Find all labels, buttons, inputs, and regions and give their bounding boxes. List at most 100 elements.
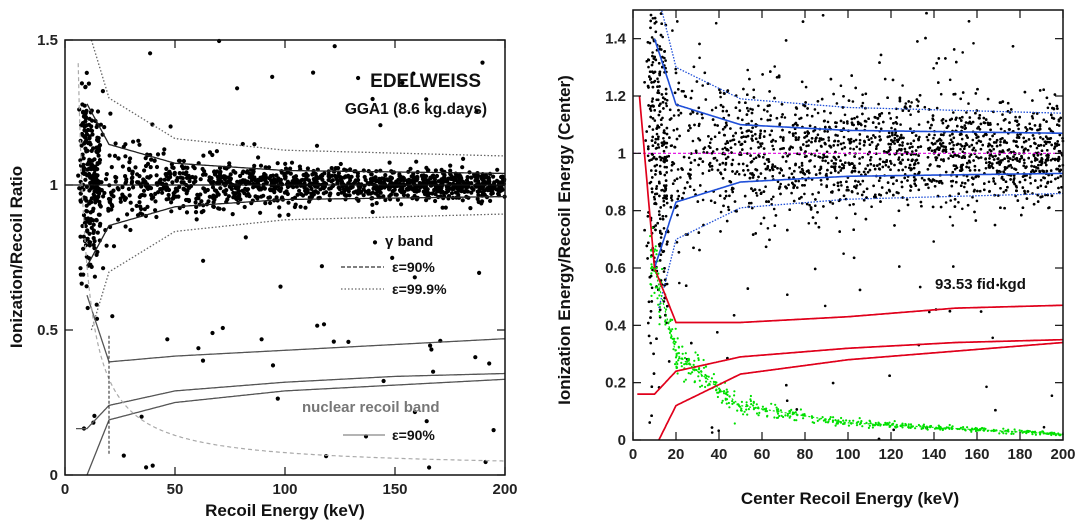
data-point	[842, 127, 845, 130]
data-point	[108, 111, 113, 116]
data-point	[315, 323, 320, 328]
data-point	[651, 61, 655, 64]
data-point	[991, 162, 994, 165]
data-point	[382, 185, 387, 190]
data-point	[886, 181, 890, 184]
data-point	[899, 148, 903, 152]
data-point	[258, 163, 264, 168]
data-point	[663, 97, 667, 101]
data-point	[790, 172, 794, 176]
data-point	[734, 131, 737, 135]
data-point	[816, 111, 820, 115]
data-point	[952, 48, 956, 51]
data-point	[661, 101, 665, 104]
data-point	[841, 163, 844, 166]
data-point	[791, 181, 794, 185]
data-point	[845, 180, 848, 183]
data-point	[973, 164, 977, 168]
data-point	[255, 196, 260, 201]
data-point	[1026, 190, 1030, 193]
data-point	[723, 146, 727, 150]
data-point	[469, 185, 474, 191]
data-point	[754, 156, 758, 159]
data-point	[168, 124, 173, 129]
data-point	[677, 251, 681, 254]
data-point	[975, 199, 979, 203]
data-point	[295, 178, 300, 183]
data-point	[112, 153, 118, 158]
data-point	[357, 186, 362, 191]
data-point	[997, 160, 1001, 164]
data-point	[935, 156, 938, 159]
data-point	[658, 308, 662, 312]
data-point	[657, 210, 661, 213]
data-point	[897, 209, 901, 213]
data-point	[832, 162, 836, 165]
data-point	[816, 211, 819, 214]
data-point	[787, 176, 791, 180]
data-point	[665, 243, 669, 246]
data-point	[713, 135, 717, 138]
data-point	[884, 163, 888, 167]
data-point	[78, 199, 83, 204]
data-point	[480, 184, 485, 190]
data-point	[960, 137, 964, 141]
data-point	[647, 241, 650, 245]
data-point	[854, 138, 858, 142]
data-point	[427, 465, 432, 470]
data-point	[448, 163, 453, 168]
data-point	[141, 188, 147, 193]
data-point	[1010, 166, 1014, 169]
data-point	[987, 144, 990, 148]
data-point	[163, 172, 168, 177]
data-point	[87, 240, 92, 245]
data-point	[797, 179, 800, 183]
data-point	[442, 173, 447, 178]
data-point	[925, 11, 928, 15]
data-point	[860, 104, 864, 108]
data-point	[963, 185, 966, 189]
data-point	[710, 431, 714, 434]
data-point	[994, 141, 998, 144]
data-point	[654, 141, 657, 144]
data-point	[177, 184, 182, 190]
data-point	[752, 96, 756, 99]
data-point	[658, 259, 662, 262]
data-point	[85, 228, 90, 233]
data-point	[794, 131, 797, 135]
data-point	[935, 179, 938, 183]
data-point	[653, 79, 657, 83]
data-point	[727, 205, 730, 209]
data-point	[974, 149, 977, 152]
data-point	[725, 219, 729, 223]
data-point	[959, 165, 963, 169]
data-point	[181, 158, 186, 164]
data-point	[643, 81, 646, 84]
data-point	[888, 374, 891, 378]
data-point	[858, 138, 862, 142]
data-point	[796, 186, 799, 189]
data-point	[683, 186, 687, 190]
data-point	[705, 151, 709, 154]
data-point	[868, 168, 872, 172]
data-point	[992, 180, 995, 183]
data-point	[186, 185, 191, 190]
data-point	[714, 21, 718, 25]
data-point	[142, 193, 147, 198]
data-point	[896, 134, 899, 138]
data-point	[825, 155, 829, 159]
data-point	[829, 77, 833, 81]
data-point	[665, 99, 669, 102]
data-point	[91, 236, 96, 241]
data-point	[858, 288, 862, 292]
data-point	[762, 108, 766, 112]
data-point	[1044, 142, 1048, 145]
data-point	[88, 142, 93, 147]
data-point	[912, 139, 916, 143]
data-point	[971, 148, 974, 152]
data-point	[843, 113, 847, 117]
data-point	[1014, 115, 1017, 119]
data-point	[851, 123, 854, 126]
data-point	[914, 149, 918, 152]
data-point	[971, 138, 975, 142]
